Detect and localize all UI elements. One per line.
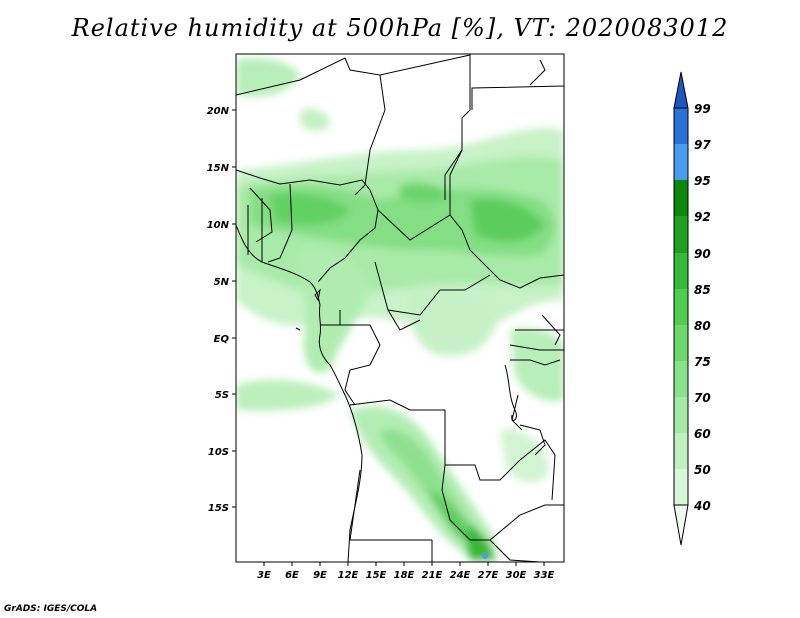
lon-label: 33E [534, 570, 555, 581]
colorbar-segment [674, 433, 688, 469]
colorbar-label: 70 [694, 391, 711, 405]
coastline [236, 59, 561, 562]
colorbar-segment [674, 144, 688, 180]
colorbar-segment [674, 469, 688, 505]
colorbar: 99 97 95 92 90 85 80 75 70 60 50 40 [673, 71, 711, 546]
colorbar-label: 90 [694, 247, 711, 261]
colorbar-label: 40 [693, 499, 711, 513]
colorbar-segment [674, 325, 688, 361]
map-title: Relative humidity at 500hPa [%], VT: 202… [71, 14, 729, 42]
latitude-axis: 20N 15N 10N 5N EQ 5S 10S 15S [207, 106, 236, 514]
colorbar-top-arrow [673, 71, 689, 109]
colorbar-segment [674, 108, 688, 144]
colorbar-label: 80 [694, 319, 711, 333]
lon-label: 15E [366, 570, 387, 581]
lat-label: 15N [207, 163, 230, 174]
lon-label: 3E [257, 570, 271, 581]
colorbar-label: 99 [694, 102, 711, 116]
colorbar-label: 50 [694, 463, 711, 477]
colorbar-bottom-arrow [673, 504, 689, 546]
lon-label: 24E [450, 570, 471, 581]
lon-label: 18E [394, 570, 415, 581]
high-humidity-spot [482, 553, 488, 559]
colorbar-label: 60 [694, 427, 711, 441]
lat-label: 10S [208, 447, 229, 458]
colorbar-segment [674, 253, 688, 289]
colorbar-label: 97 [694, 138, 711, 152]
colorbar-segment [674, 289, 688, 325]
lon-label: 30E [506, 570, 527, 581]
colorbar-segment [674, 180, 688, 216]
humidity-field [236, 54, 564, 562]
lat-label: EQ [214, 334, 230, 345]
colorbar-segment [674, 397, 688, 433]
colorbar-segment [674, 361, 688, 397]
lon-label: 6E [285, 570, 299, 581]
country-borders [236, 54, 564, 562]
colorbar-label: 95 [694, 174, 711, 188]
lon-label: 21E [422, 570, 443, 581]
colorbar-label: 85 [694, 283, 711, 297]
credit-text: GrADS: IGES/COLA [4, 604, 98, 614]
lat-label: 10N [207, 220, 230, 231]
lon-label: 27E [478, 570, 499, 581]
colorbar-segment [674, 216, 688, 253]
colorbar-label: 92 [694, 210, 711, 224]
lat-label: 5S [215, 390, 229, 401]
lat-label: 20N [207, 106, 230, 117]
lat-label: 5N [214, 277, 230, 288]
lon-label: 9E [313, 570, 327, 581]
colorbar-label: 75 [694, 355, 711, 369]
longitude-axis: 3E 6E 9E 12E 15E 18E 21E 24E 27E 30E 33E [257, 562, 555, 581]
map-frame [235, 53, 565, 563]
lat-label: 15S [208, 503, 229, 514]
lon-label: 12E [338, 570, 359, 581]
